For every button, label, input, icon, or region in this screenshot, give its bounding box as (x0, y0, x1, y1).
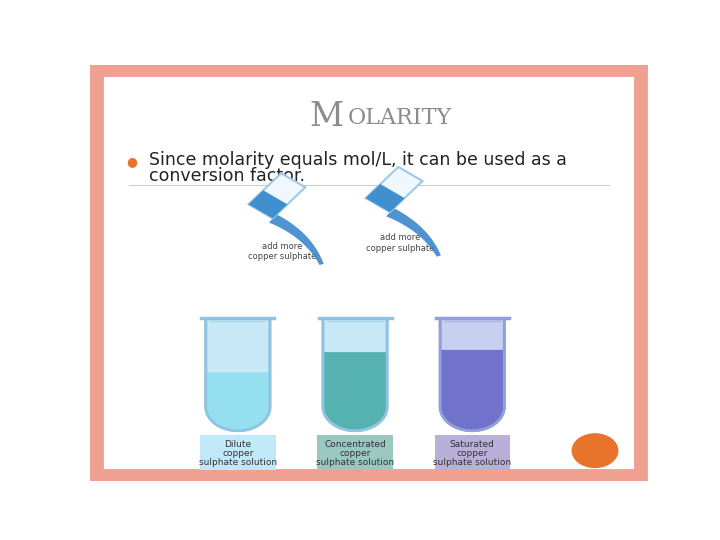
Polygon shape (206, 319, 270, 431)
Polygon shape (323, 352, 387, 431)
Polygon shape (269, 214, 324, 265)
Text: add more: add more (262, 241, 302, 251)
FancyBboxPatch shape (200, 435, 276, 470)
FancyBboxPatch shape (435, 435, 510, 470)
Polygon shape (386, 208, 441, 256)
Text: OLARITY: OLARITY (348, 107, 452, 129)
Text: Dilute: Dilute (225, 440, 251, 449)
Text: add more: add more (379, 233, 420, 242)
Circle shape (572, 433, 618, 468)
Text: Concentrated: Concentrated (324, 440, 386, 449)
Text: copper sulphate: copper sulphate (366, 244, 434, 253)
Polygon shape (366, 184, 405, 212)
Text: copper: copper (456, 449, 488, 458)
Text: sulphate solution: sulphate solution (316, 458, 394, 467)
Polygon shape (440, 319, 504, 431)
Text: M: M (310, 101, 344, 133)
Text: ●: ● (127, 155, 138, 168)
Polygon shape (323, 319, 387, 431)
Polygon shape (248, 190, 287, 218)
FancyBboxPatch shape (96, 70, 642, 476)
Text: Since molarity equals mol/L, it can be used as a: Since molarity equals mol/L, it can be u… (148, 151, 567, 170)
Text: conversion factor.: conversion factor. (148, 167, 305, 185)
Polygon shape (206, 372, 270, 431)
Text: copper: copper (222, 449, 253, 458)
Text: sulphate solution: sulphate solution (433, 458, 511, 467)
Text: Saturated: Saturated (450, 440, 495, 449)
Text: copper sulphate: copper sulphate (248, 252, 317, 261)
FancyBboxPatch shape (318, 435, 392, 470)
Polygon shape (366, 167, 423, 212)
Polygon shape (440, 350, 504, 431)
Text: copper: copper (339, 449, 371, 458)
Polygon shape (248, 173, 305, 218)
Text: sulphate solution: sulphate solution (199, 458, 277, 467)
